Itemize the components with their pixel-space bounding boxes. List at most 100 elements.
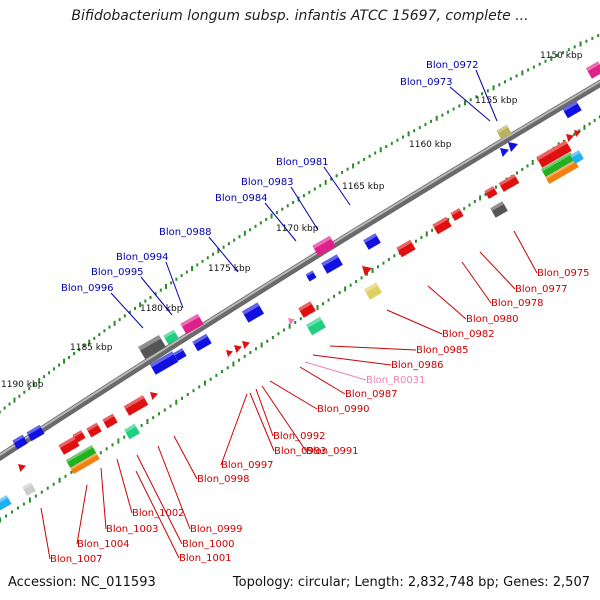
gene-feature [545, 160, 579, 184]
outer-tick-dot [18, 394, 21, 398]
gene-label: Blon_0981 [276, 157, 329, 168]
outer-tick-dot [123, 314, 126, 318]
outer-tick-dot [103, 329, 106, 333]
inner-tick-dot [316, 305, 319, 310]
outer-tick-dot [28, 386, 31, 390]
inner-tick-dot [146, 419, 149, 425]
outer-tick-dot [53, 367, 56, 371]
inner-tick-dot [344, 286, 347, 292]
inner-tick-dot [447, 217, 450, 221]
forward-gene [241, 302, 265, 323]
outer-tick-dot [33, 382, 36, 386]
outer-tick-dot [78, 348, 81, 352]
leader-line [329, 345, 417, 351]
gene-feature [0, 495, 12, 511]
leader-line [513, 230, 538, 274]
gene-feature [22, 482, 36, 496]
inner-tick-dot [322, 302, 325, 306]
gene-label: Blon_0987 [345, 389, 398, 400]
inner-tick-dot [431, 228, 434, 232]
outer-tick-dot [585, 39, 588, 43]
topology-info: Topology: circular; Length: 2,832,748 bp… [232, 575, 590, 590]
inner-tick-dot [58, 477, 61, 483]
outer-tick-dot [430, 119, 433, 123]
outer-tick-dot [201, 259, 204, 263]
gene-label: Blon_1002 [132, 508, 185, 519]
gene-label: Blon_0990 [317, 404, 370, 415]
outer-tick-dot [481, 92, 484, 96]
gene-label: Blon_0980 [466, 314, 519, 325]
leader-lines [40, 69, 538, 560]
outer-tick-dot [191, 265, 194, 271]
inner-tick-dot [181, 396, 184, 400]
outer-tick-dot [8, 402, 11, 406]
inner-tick-dot [468, 203, 471, 207]
inner-tick-dot [140, 423, 143, 427]
reverse-gene [396, 239, 416, 258]
outer-tick-dot [330, 177, 333, 181]
leader-line [304, 361, 367, 381]
inner-tick-dot [573, 132, 576, 136]
outer-tick-dot [469, 98, 472, 102]
outer-tick-dot [475, 95, 478, 99]
reverse-gene [234, 345, 242, 353]
outer-tick-dot [144, 299, 147, 303]
gene-label: Blon_0984 [215, 193, 268, 204]
accession-text: Accession: NC_011593 [8, 575, 156, 590]
leader-line [249, 392, 275, 452]
gene-label: Blon_0996 [61, 283, 114, 294]
outer-tick-dot [363, 157, 366, 161]
outer-tick-dot [275, 211, 278, 215]
inner-tick-dot [117, 438, 120, 444]
inner-tick-dot [271, 335, 274, 339]
gene-feature [570, 150, 584, 164]
outer-tick-dot [164, 283, 167, 289]
outer-tick-dot [222, 245, 225, 249]
reverse-gene [123, 395, 149, 416]
reverse-gene [450, 208, 464, 221]
gene-label: Blon_0995 [91, 267, 144, 278]
reverse-gene [150, 392, 158, 400]
outer-tick-dot [118, 318, 121, 322]
outer-tick-dot [402, 135, 405, 139]
outer-tick-track [0, 34, 600, 414]
forward-gene [508, 142, 518, 152]
inner-tick-dot [105, 447, 108, 451]
inner-tick-dot [473, 199, 476, 203]
outer-tick-dot [458, 104, 461, 108]
reverse-gene [226, 350, 233, 357]
inner-tick-dot [588, 122, 591, 126]
inner-tick-dot [186, 393, 189, 397]
outer-tick-dot [38, 378, 41, 384]
inner-tick-dot [484, 192, 487, 196]
tick-label: 1150 kbp [540, 51, 583, 61]
forward-gene [26, 424, 45, 442]
gene-label: Blon_0977 [515, 284, 568, 295]
outer-tick-dot [573, 45, 576, 49]
leader-line [110, 292, 144, 329]
inner-tick-dot [283, 328, 286, 332]
gene-label: Blon_0986 [391, 360, 444, 371]
gene-label: Blon_R0031 [366, 375, 426, 386]
outer-tick-dot [527, 68, 530, 72]
inner-tick-dot [169, 404, 172, 408]
gene-feature [541, 152, 575, 177]
leader-line [299, 366, 346, 395]
outer-tick-dot [128, 310, 131, 314]
leader-line [208, 236, 239, 273]
leader-line [136, 454, 183, 545]
leader-line [475, 69, 498, 122]
tick-labels: 1150 kbp 1155 kbp 1160 kbp 1165 kbp 1170 kbp… [1, 51, 583, 390]
reverse-gene [362, 266, 372, 276]
outer-tick-dot [446, 110, 449, 114]
leader-line [312, 354, 392, 366]
outer-tick-dot [544, 59, 547, 63]
inner-tick-dot [366, 272, 369, 276]
inner-tick-dot [377, 265, 379, 269]
tick-label: 1155 kbp [475, 96, 518, 106]
gene-label: Blon_0994 [116, 252, 169, 263]
reverse-gene [566, 134, 574, 142]
gene-label: Blon_1000 [182, 539, 235, 550]
inner-tick-dot [288, 323, 291, 329]
outer-tick-dot [196, 263, 199, 267]
